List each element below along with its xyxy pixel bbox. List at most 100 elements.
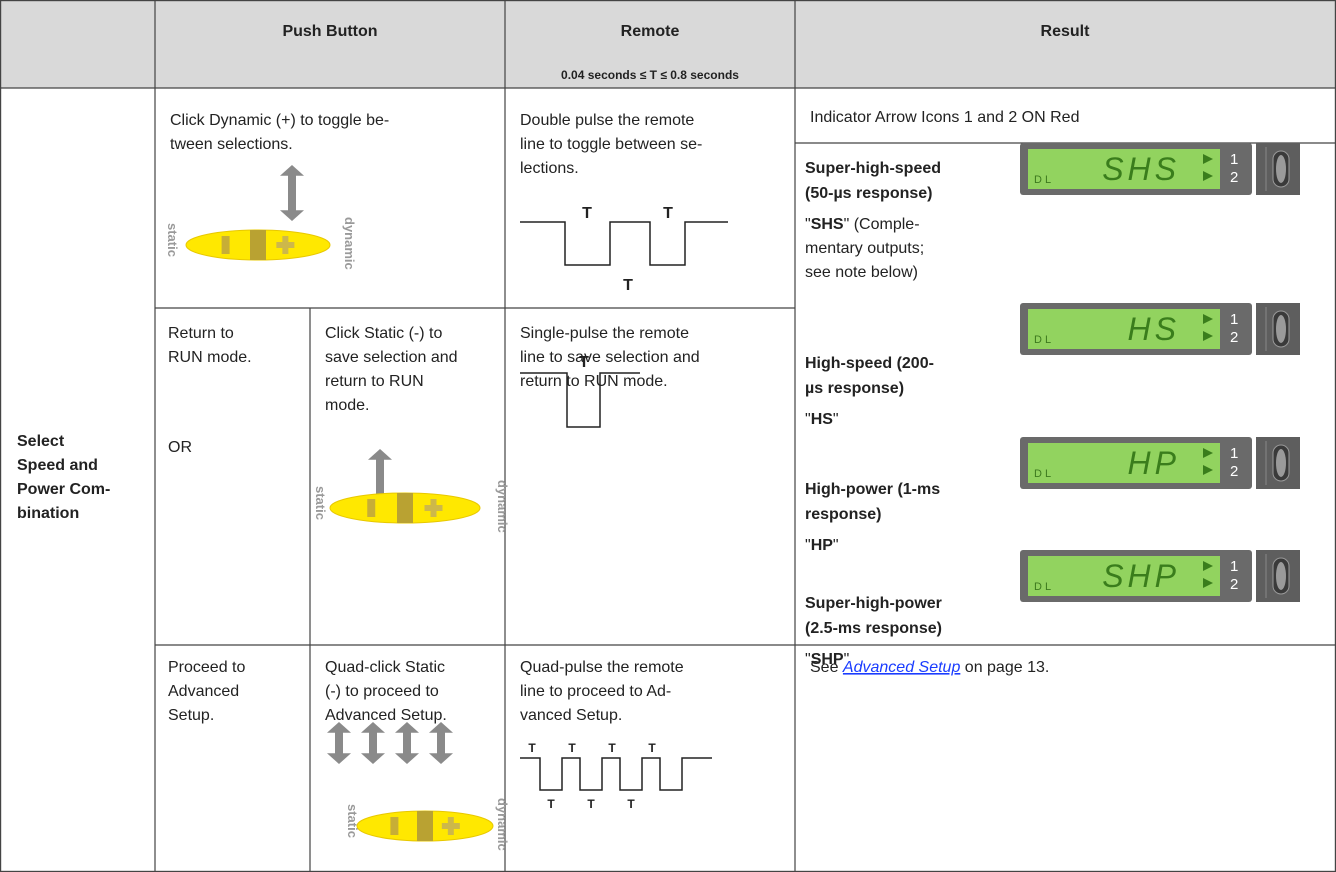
quad-pulse — [520, 757, 712, 791]
button-divider — [397, 493, 413, 523]
pulse-label: T — [568, 741, 576, 755]
instruction-text: line to save selection and — [520, 349, 700, 366]
double-pulse — [520, 221, 728, 266]
result-part: on page 13. — [960, 659, 1049, 676]
instruction-text: vanced Setup. — [520, 707, 622, 724]
mode-code-part: " — [805, 411, 811, 428]
display-screen — [1028, 443, 1220, 483]
instruction-text: line to proceed to Ad- — [520, 683, 671, 700]
output-number: 1 — [1230, 558, 1238, 575]
output-number: 2 — [1230, 329, 1238, 346]
header-note: 0.04 seconds ≤ T ≤ 0.8 seconds — [561, 68, 739, 82]
action-text: Proceed to — [168, 659, 245, 676]
instruction-text: Click Dynamic (+) to toggle be- — [170, 112, 389, 129]
mode-code: "SHP" — [805, 651, 849, 668]
dynamic-label: dynamic — [495, 480, 510, 533]
pulse-label: T — [579, 354, 589, 371]
instruction-text: Click Static (-) to — [325, 325, 442, 342]
arrow-icon — [368, 449, 392, 507]
mode-code: "SHS" (Comple- — [805, 216, 920, 233]
mode-code-part: SHS — [811, 216, 844, 233]
mode-code-part: HP — [811, 537, 834, 554]
row-label: bination — [17, 505, 79, 522]
display-knob-face — [1276, 562, 1286, 590]
display-knob-face — [1276, 449, 1286, 477]
instruction-text: save selection and — [325, 349, 458, 366]
output-number: 2 — [1230, 463, 1238, 480]
output-indicator — [1203, 448, 1213, 458]
mode-name: µs response) — [805, 380, 904, 397]
action-text: Setup. — [168, 707, 214, 724]
instruction-text: line to toggle between se- — [520, 136, 702, 153]
mode-note: (Comple- — [849, 216, 919, 233]
output-number: 1 — [1230, 151, 1238, 168]
dynamic-label: dynamic — [342, 217, 357, 270]
instruction-text: Quad-pulse the remote — [520, 659, 684, 676]
pulse-label: T — [528, 741, 536, 755]
mode-note: see note below) — [805, 264, 918, 281]
instruction-text: mode. — [325, 397, 369, 414]
single-pulse — [520, 372, 640, 428]
mode-name: High-power (1-ms — [805, 481, 940, 498]
action-text: RUN mode. — [168, 349, 252, 366]
display-mode: DL — [1034, 468, 1054, 480]
display-code: HP — [1128, 445, 1180, 481]
instruction-text: lections. — [520, 160, 579, 177]
pulse-label: T — [663, 205, 673, 222]
arrow-icon — [280, 165, 304, 221]
output-indicator — [1203, 578, 1213, 588]
mode-note: mentary outputs; — [805, 240, 924, 257]
static-key — [367, 499, 376, 517]
output-indicator — [1203, 154, 1213, 164]
mode-code: "HS" — [805, 411, 839, 428]
header-cell: Result — [1041, 23, 1091, 40]
button-divider — [417, 811, 433, 841]
mode-code-part: " — [844, 651, 850, 668]
mode-name: (2.5-ms response) — [805, 620, 942, 637]
display-mode: DL — [1034, 581, 1054, 593]
dynamic-key — [282, 236, 289, 254]
mode-name: Super-high-speed — [805, 160, 941, 177]
dynamic-key — [447, 817, 454, 835]
display-knob-face — [1276, 315, 1286, 343]
instruction-text: Quad-click Static — [325, 659, 445, 676]
display-screen — [1028, 309, 1220, 349]
arrow-icon — [361, 722, 385, 764]
action-text: Return to — [168, 325, 234, 342]
dynamic-label: dynamic — [495, 798, 510, 851]
pulse-label: T — [648, 741, 656, 755]
arrow-icon — [429, 722, 453, 764]
instruction-text: Double pulse the remote — [520, 112, 694, 129]
mode-code-part: " — [833, 537, 839, 554]
mode-code-part: " — [805, 216, 811, 233]
or-text: OR — [168, 439, 192, 456]
mode-code-part: SHP — [811, 651, 844, 668]
row-label: Select — [17, 433, 65, 450]
static-key — [221, 236, 230, 254]
output-indicator — [1203, 561, 1213, 571]
pulse-label: T — [608, 741, 616, 755]
static-key — [390, 817, 399, 835]
pulse-label: T — [627, 797, 635, 811]
result-text: See Advanced Setup on page 13. — [810, 659, 1049, 676]
output-indicator — [1203, 171, 1213, 181]
page-link[interactable]: Advanced Setup — [842, 659, 961, 676]
row-label: Power Com- — [17, 481, 110, 498]
pulse-label: T — [623, 277, 633, 294]
arrow-icon — [327, 722, 351, 764]
mode-code: "HP" — [805, 537, 839, 554]
result-text: Indicator Arrow Icons 1 and 2 ON Red — [810, 109, 1079, 126]
instruction-text: tween selections. — [170, 136, 293, 153]
instruction-text: (-) to proceed to — [325, 683, 439, 700]
static-label: static — [313, 486, 328, 520]
mode-code-part: HS — [811, 411, 834, 428]
instruction-text: Single-pulse the remote — [520, 325, 689, 342]
output-indicator — [1203, 314, 1213, 324]
display-screen — [1028, 149, 1220, 189]
output-indicator — [1203, 331, 1213, 341]
output-number: 2 — [1230, 576, 1238, 593]
mode-name: Super-high-power — [805, 595, 942, 612]
instruction-text: Advanced Setup. — [325, 707, 447, 724]
action-text: Advanced — [168, 683, 239, 700]
